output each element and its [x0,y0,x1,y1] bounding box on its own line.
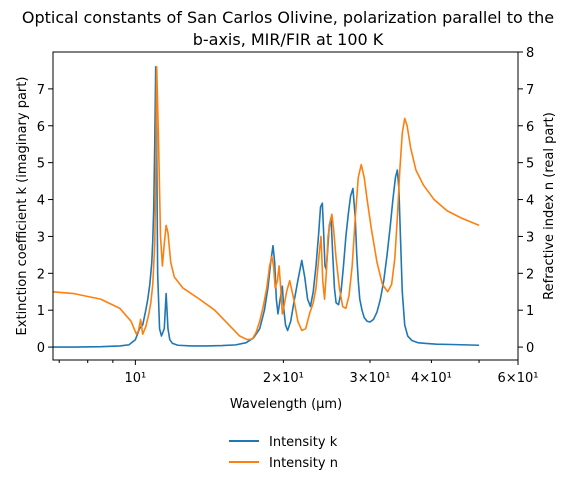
y-left-tick-label: 3 [37,230,45,245]
y-left-tick-label: 1 [37,304,45,319]
y-left-tick-label: 6 [37,120,45,135]
y-left-tick-label: 4 [37,194,45,209]
y-right-tick-label: 2 [526,267,534,282]
y-left-tick-label: 0 [37,341,45,356]
y-right-tick-label: 6 [526,120,534,135]
y-right-tick-label: 8 [526,46,534,61]
x-tick-label: 2×10¹ [263,371,304,386]
y-axis-right: 0 1 2 3 4 5 6 7 8 [518,46,534,356]
plot-frame [52,51,519,361]
x-tick-label: 4×10¹ [411,371,452,386]
legend: Intensity k Intensity n [229,435,338,471]
chart-title-line-2: b-axis, MIR/FIR at 100 K [193,30,384,49]
y-right-tick-label: 0 [526,341,534,356]
x-axis: 10¹ 6×10¹ 2×10¹ 3×10¹ 4×10¹ [58,360,539,386]
y-axis-left: 0 1 2 3 4 5 6 7 [37,83,53,356]
series-line-k [53,65,480,348]
y-right-tick-label: 4 [526,194,534,209]
plot-area [53,65,480,348]
y-right-tick-label: 7 [526,83,534,98]
legend-label-k: Intensity k [269,435,338,450]
y-axis-left-label: Extinction coefficient k (imaginary part… [15,77,30,336]
legend-label-n: Intensity n [269,456,338,471]
y-right-tick-label: 5 [526,157,534,172]
x-tick-label: 3×10¹ [350,371,391,386]
x-axis-label: Wavelength (μm) [230,397,342,412]
y-axis-right-label: Refractive index n (real part) [542,112,557,300]
x-tick-label: 10¹ [124,371,146,386]
y-right-tick-label: 3 [526,230,534,245]
y-left-tick-label: 5 [37,157,45,172]
x-tick-label: 6×10¹ [498,371,539,386]
y-left-tick-label: 7 [37,83,45,98]
chart-title-line-1: Optical constants of San Carlos Olivine,… [22,8,554,27]
y-left-tick-label: 2 [37,267,45,282]
y-right-tick-label: 1 [526,304,534,319]
series-line-n [53,65,480,341]
